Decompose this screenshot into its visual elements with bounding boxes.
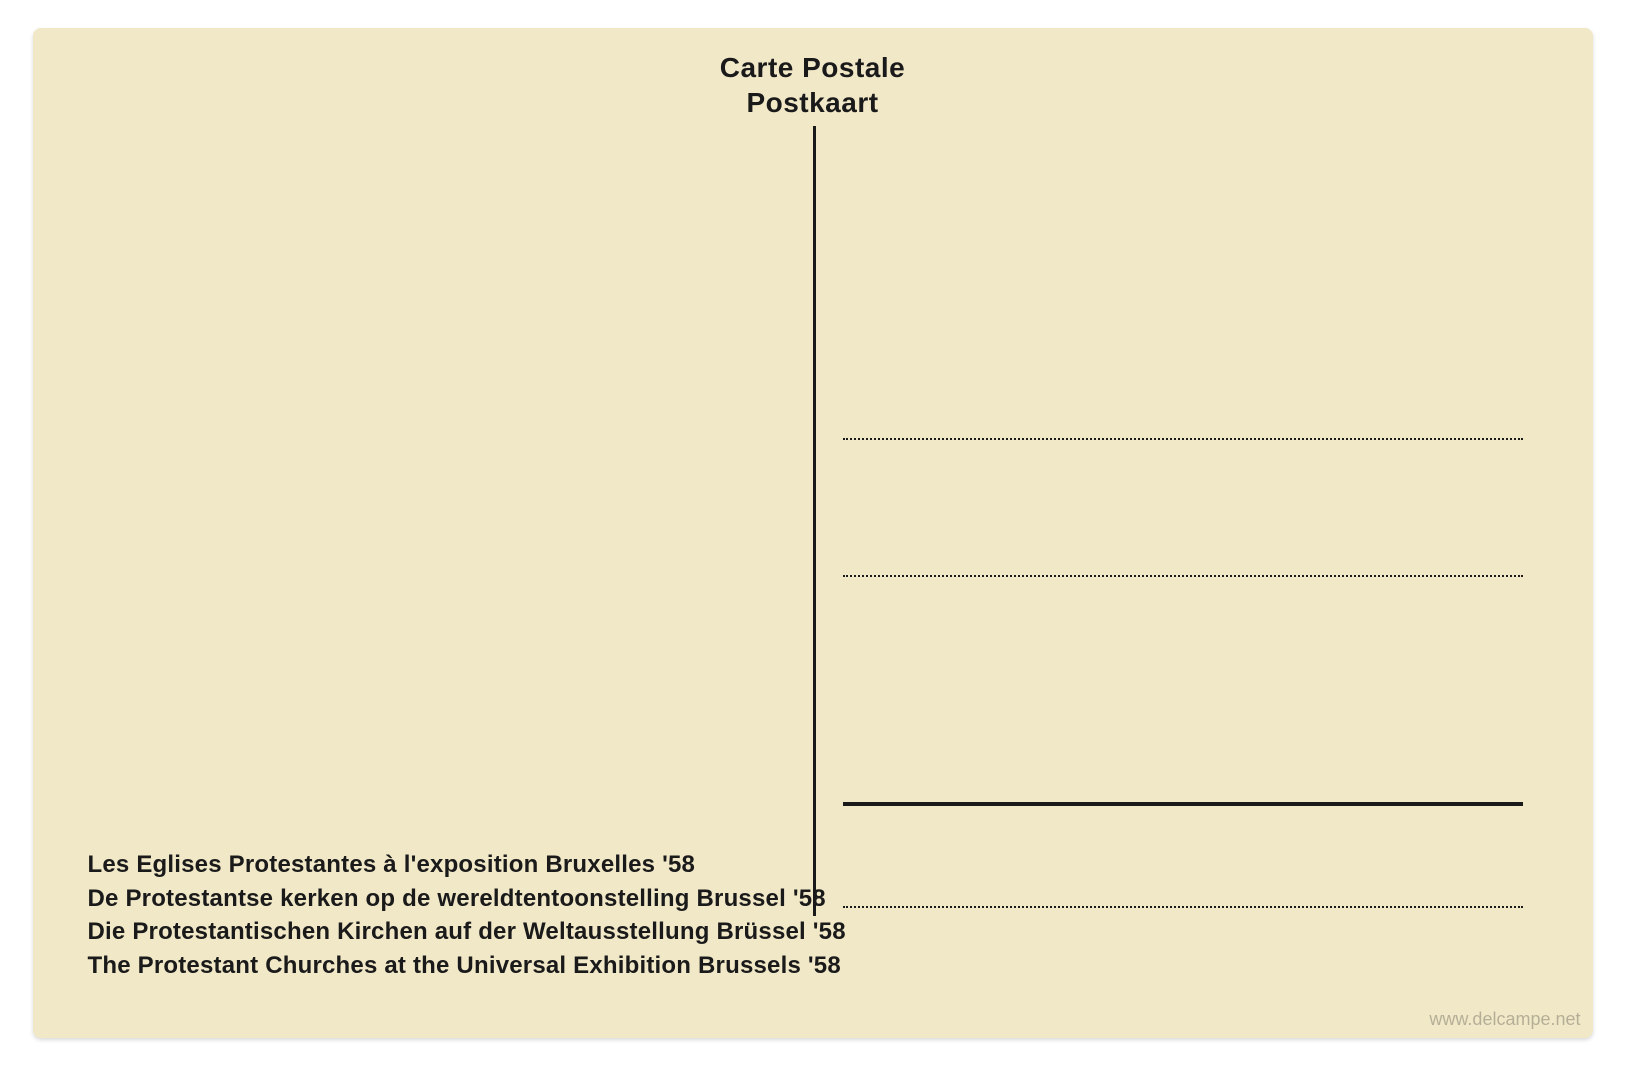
caption-line-de: Die Protestantischen Kirchen auf der Wel… [88, 915, 846, 949]
caption-block: Les Eglises Protestantes à l'exposition … [88, 848, 846, 982]
header-title-fr: Carte Postale [33, 50, 1593, 85]
vertical-divider [813, 126, 816, 916]
address-line-1 [843, 438, 1523, 440]
address-area [843, 438, 1523, 908]
caption-line-nl: De Protestantse kerken op de wereldtento… [88, 882, 846, 916]
caption-line-en: The Protestant Churches at the Universal… [88, 949, 846, 983]
postcard-header: Carte Postale Postkaart [33, 50, 1593, 120]
postcard-back: Carte Postale Postkaart Les Eglises Prot… [33, 28, 1593, 1038]
address-line-solid [843, 802, 1523, 806]
header-title-nl: Postkaart [33, 85, 1593, 120]
address-line-3 [843, 906, 1523, 908]
address-line-2 [843, 575, 1523, 577]
watermark-text: www.delcampe.net [1429, 1009, 1580, 1030]
caption-line-fr: Les Eglises Protestantes à l'exposition … [88, 848, 846, 882]
